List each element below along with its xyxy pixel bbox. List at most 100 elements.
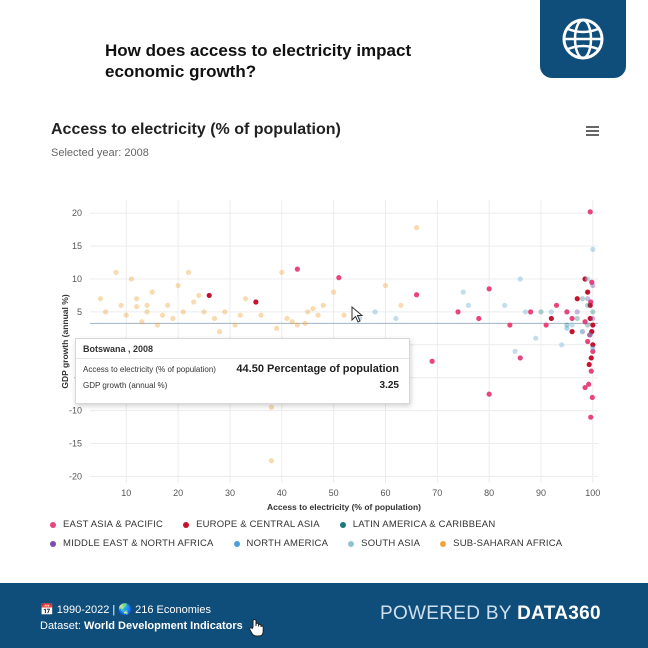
y-tick-label: 5 bbox=[77, 307, 82, 317]
data-point bbox=[274, 325, 280, 331]
data-point bbox=[185, 269, 192, 275]
legend-item-latin-america-caribbean[interactable]: LATIN AMERICA & CARIBBEAN bbox=[339, 519, 496, 530]
data-point bbox=[476, 315, 482, 322]
data-point bbox=[331, 289, 337, 295]
data-point bbox=[528, 309, 534, 315]
data-point bbox=[569, 329, 575, 335]
legend-dot bbox=[348, 540, 355, 547]
data-point bbox=[393, 315, 399, 322]
data-point bbox=[102, 309, 109, 315]
data-point bbox=[320, 302, 326, 308]
data-point bbox=[564, 322, 570, 328]
footer-bar: 📅 1990-2022 | 🌏 216 Economies Dataset: W… bbox=[0, 583, 648, 648]
chart-title: Access to electricity (% of population) bbox=[51, 121, 341, 138]
data-point bbox=[486, 391, 492, 397]
data-point bbox=[118, 302, 124, 308]
tooltip-row-x: Access to electricity (% of population) … bbox=[83, 363, 399, 375]
legend-item-middle-east-north-africa[interactable]: MIDDLE EAST & NORTH AFRICA bbox=[50, 538, 214, 549]
data-point bbox=[590, 345, 596, 351]
hand-cursor-icon bbox=[249, 618, 264, 637]
footer-coverage: 📅 1990-2022 | 🌏 216 Economies bbox=[40, 604, 211, 616]
data-point bbox=[579, 329, 586, 335]
legend-dot bbox=[183, 521, 190, 528]
data-point bbox=[574, 309, 580, 315]
legend-item-north-america[interactable]: NORTH AMERICA bbox=[233, 538, 329, 549]
legend-item-europe-central-asia[interactable]: EUROPE & CENTRAL ASIA bbox=[183, 519, 320, 530]
data-point bbox=[460, 289, 466, 295]
data-point bbox=[586, 381, 592, 387]
data-point bbox=[590, 282, 596, 289]
legend-dot bbox=[50, 521, 56, 528]
data-point bbox=[548, 315, 554, 322]
scatter-chart: 102030405060708090100-20-15-10-505101520… bbox=[60, 200, 600, 512]
legend-label: EUROPE & CENTRAL ASIA bbox=[196, 519, 320, 530]
data-point bbox=[588, 414, 594, 420]
y-tick-label: -15 bbox=[69, 439, 82, 449]
powered-by: POWERED BY DATA360 bbox=[380, 603, 601, 625]
data-point bbox=[559, 342, 565, 348]
calendar-icon: 📅 bbox=[40, 604, 54, 616]
data-point bbox=[144, 309, 150, 315]
data-point bbox=[587, 302, 593, 308]
tooltip-title: Botswana , 2008 bbox=[83, 344, 154, 354]
data-point bbox=[517, 276, 523, 282]
legend-row: EAST ASIA & PACIFIC EUROPE & CENTRAL ASI… bbox=[50, 519, 610, 530]
powered-prefix: POWERED BY bbox=[380, 603, 512, 624]
legend-item-east-asia-pacific[interactable]: EAST ASIA & PACIFIC bbox=[50, 519, 163, 530]
data-point bbox=[564, 325, 570, 331]
legend-label: NORTH AMERICA bbox=[246, 538, 329, 549]
legend-dot bbox=[50, 540, 56, 547]
data-point bbox=[341, 312, 347, 318]
x-tick-label: 30 bbox=[225, 488, 235, 498]
data-point bbox=[585, 296, 591, 302]
data-point bbox=[211, 315, 218, 322]
data-point bbox=[398, 302, 404, 308]
tooltip-y-label: GDP growth (annual %) bbox=[83, 381, 168, 390]
legend-dot bbox=[339, 521, 346, 528]
legend-row: MIDDLE EAST & NORTH AFRICA NORTH AMERICA… bbox=[50, 538, 610, 549]
dataset-link[interactable]: World Development Indicators bbox=[84, 620, 243, 632]
x-tick-label: 80 bbox=[484, 488, 494, 498]
y-axis-label: GDP growth (annual %) bbox=[60, 294, 70, 388]
data-point bbox=[139, 319, 145, 325]
footer-economies: 216 Economies bbox=[135, 604, 211, 616]
data-point bbox=[522, 309, 529, 315]
data-point bbox=[382, 282, 389, 289]
data-point bbox=[128, 276, 135, 282]
legend-dot bbox=[233, 540, 240, 547]
legend-label: SOUTH ASIA bbox=[361, 538, 421, 549]
data-point bbox=[222, 309, 228, 315]
data-point bbox=[289, 319, 295, 325]
data-point bbox=[336, 275, 342, 281]
chart-subtitle: Selected year: 2008 bbox=[51, 147, 149, 159]
data-point bbox=[315, 312, 321, 318]
data-point bbox=[413, 225, 420, 231]
data-point bbox=[590, 322, 596, 328]
hamburger-menu-icon[interactable] bbox=[586, 126, 599, 136]
data-point bbox=[206, 292, 212, 299]
data-point bbox=[588, 355, 594, 361]
y-tick-label: 15 bbox=[72, 241, 82, 251]
mouse-pointer-icon bbox=[351, 306, 364, 323]
data-point bbox=[237, 312, 243, 318]
globe-icon bbox=[562, 18, 604, 60]
data-point bbox=[279, 269, 285, 275]
data-point bbox=[134, 296, 140, 302]
data-point bbox=[538, 309, 544, 315]
data-point bbox=[196, 292, 202, 299]
data-point bbox=[587, 209, 593, 215]
data-point bbox=[582, 319, 588, 325]
data-point bbox=[123, 312, 129, 318]
data-point bbox=[372, 309, 378, 315]
legend-item-sub-saharan-africa[interactable]: SUB-SAHARAN AFRICA bbox=[440, 538, 562, 549]
legend-item-south-asia[interactable]: SOUTH ASIA bbox=[348, 538, 420, 549]
data-point bbox=[533, 335, 539, 341]
data-point bbox=[175, 282, 181, 289]
data-point bbox=[585, 289, 591, 295]
legend-label: LATIN AMERICA & CARIBBEAN bbox=[352, 519, 496, 530]
data-point bbox=[268, 404, 275, 410]
data-point bbox=[232, 322, 238, 328]
data-point bbox=[590, 342, 596, 348]
footer-meta: 📅 1990-2022 | 🌏 216 Economies Dataset: W… bbox=[40, 602, 243, 634]
x-tick-label: 20 bbox=[173, 488, 183, 498]
